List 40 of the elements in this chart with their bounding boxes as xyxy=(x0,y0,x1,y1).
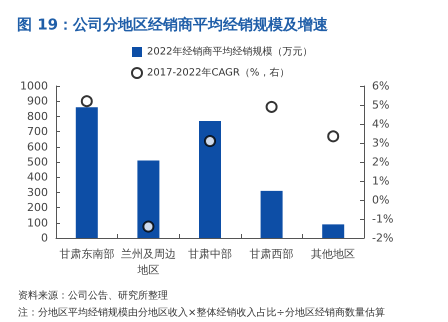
y2-tick-label: 2% xyxy=(372,156,390,168)
text: 资料来源：公司公告、研究所整理 xyxy=(18,290,168,302)
bar xyxy=(76,107,98,238)
y-tick-label: 500 xyxy=(27,156,48,168)
bar xyxy=(260,190,283,238)
y2-tick-label: 6% xyxy=(372,80,390,92)
y-tick-label: 900 xyxy=(27,94,48,108)
y2-tick-label: 1% xyxy=(372,174,390,188)
point xyxy=(266,100,278,113)
bar xyxy=(199,120,221,238)
x-tick-label: 兰州及周边地区 xyxy=(120,248,176,276)
legend-label: 2017-2022年CAGR（%，右） xyxy=(147,66,290,78)
y2-tick-label: 3% xyxy=(372,136,390,150)
y-tick-label: 300 xyxy=(27,186,48,199)
y2-tick-label: -1% xyxy=(372,212,394,226)
x-tick-label: 甘肃中部 xyxy=(188,248,232,260)
y-tick-label: 1000 xyxy=(20,80,48,92)
x-tick-label: 甘肃东南部 xyxy=(59,248,114,260)
chart-title: 图 19：公司分地区经销商平均经销规模及增速 xyxy=(17,16,330,34)
y2-tick-label: -2% xyxy=(372,232,394,244)
point xyxy=(80,95,93,108)
y2-tick-label: 0% xyxy=(372,194,390,206)
y-tick-label: 100 xyxy=(27,216,48,230)
point xyxy=(142,220,154,233)
x-tick-label: 其他地区 xyxy=(311,248,356,260)
legend-label: 2022年经销商平均经销规模（万元） xyxy=(147,46,312,58)
point xyxy=(327,130,340,142)
y-tick-label: 400 xyxy=(27,170,48,184)
x-tick-label: 甘肃西部 xyxy=(250,248,294,260)
y-tick-label: 600 xyxy=(27,140,48,154)
y2-tick-label: 5% xyxy=(372,98,390,112)
y-tick-label: 200 xyxy=(27,201,48,214)
y-tick-label: 800 xyxy=(27,110,48,123)
bar xyxy=(137,160,160,238)
point xyxy=(204,135,216,148)
text: 注：分地区平均经销规模由分地区收入×整体经销收入占比÷分地区经销商数量估算 xyxy=(18,306,385,318)
y-tick-label: 0 xyxy=(41,232,48,244)
bar xyxy=(322,224,344,238)
y-tick-label: 700 xyxy=(27,125,48,138)
y2-tick-label: 4% xyxy=(372,118,390,130)
